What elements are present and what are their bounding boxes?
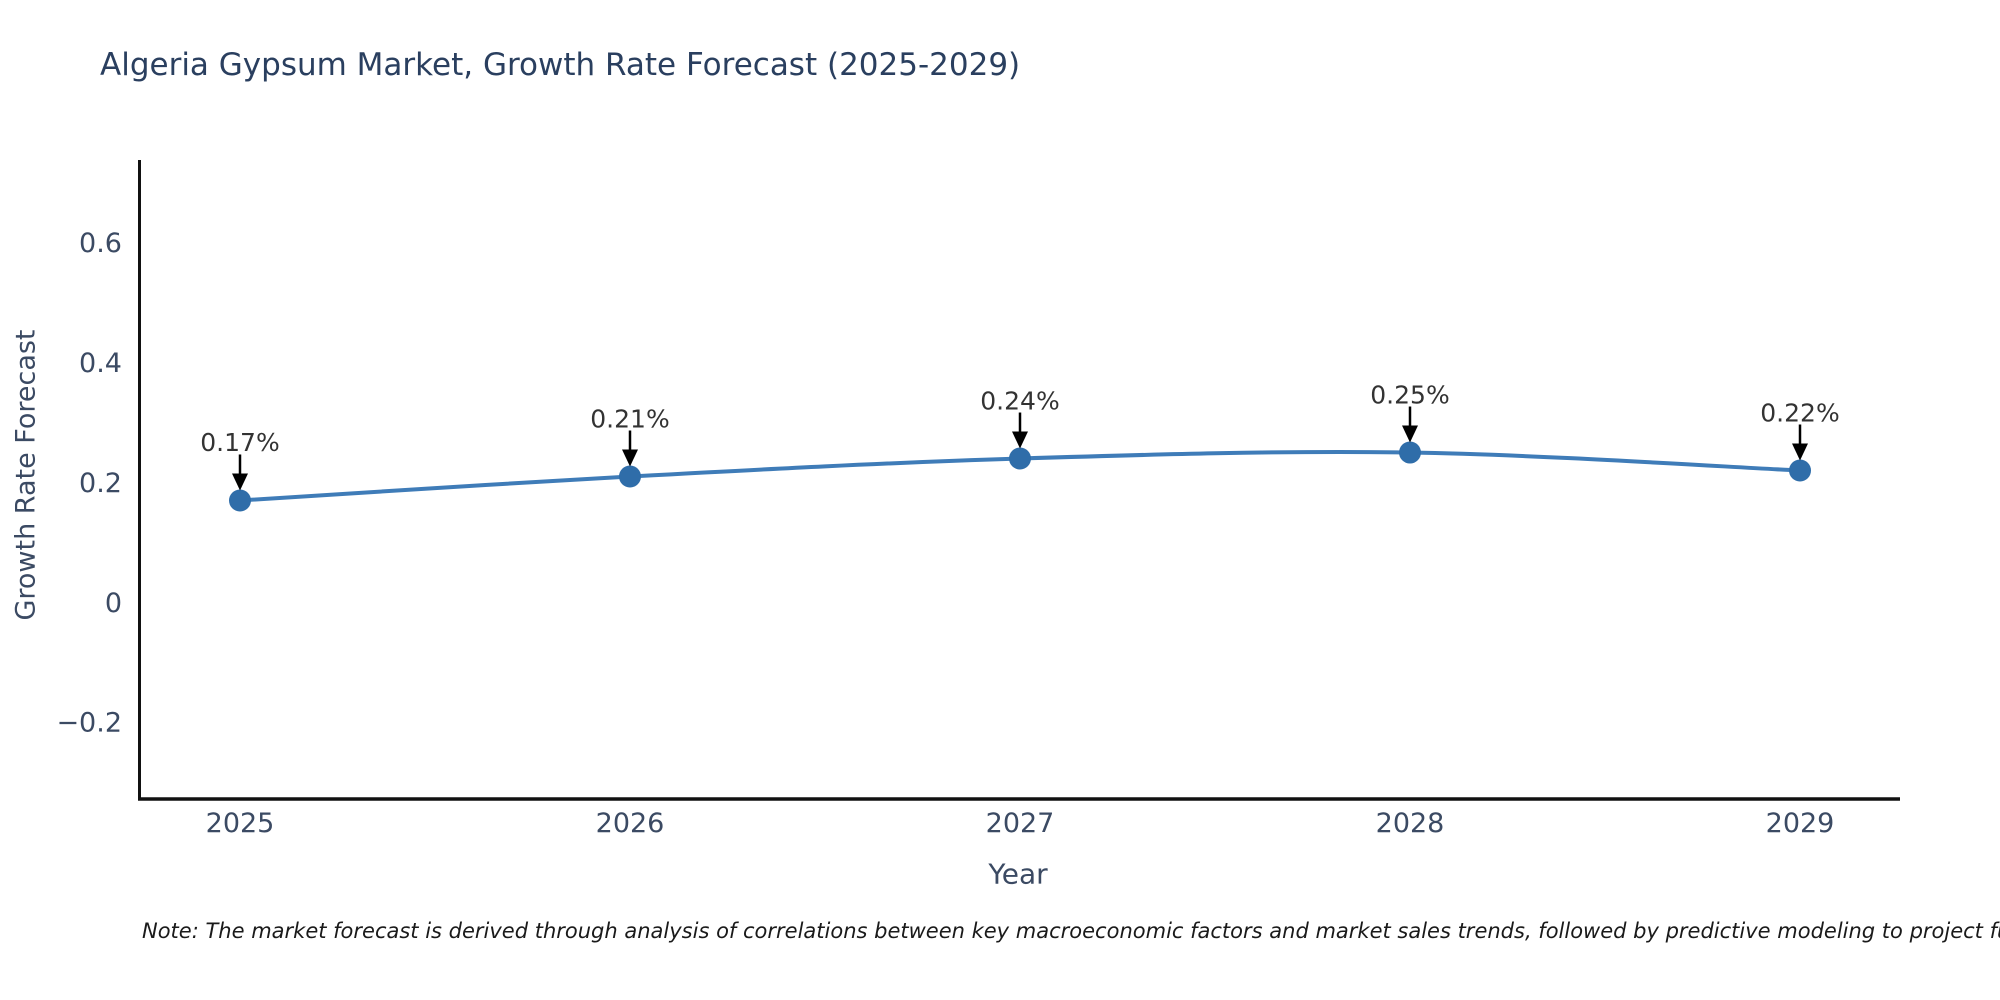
annotation-label: 0.22% <box>1760 398 1839 427</box>
data-point <box>619 465 641 488</box>
annotation-arrow-head <box>1402 425 1418 443</box>
annotation-label: 0.25% <box>1370 380 1449 409</box>
x-axis-title: Year <box>988 857 1048 891</box>
y-tick-label: 0.2 <box>79 468 122 499</box>
data-point <box>229 489 251 512</box>
x-tick-label: 2025 <box>206 808 275 839</box>
x-tick-label: 2026 <box>596 808 665 839</box>
annotation-label: 0.17% <box>200 428 279 457</box>
data-point <box>1009 447 1031 470</box>
chart-footnote: Note: The market forecast is derived thr… <box>142 919 2000 943</box>
x-tick-label: 2027 <box>986 808 1055 839</box>
annotation-arrow-head <box>1792 443 1808 461</box>
y-tick-label: 0.6 <box>79 228 122 259</box>
data-point <box>1789 459 1811 482</box>
y-tick-label: 0 <box>105 588 122 619</box>
annotation-label: 0.21% <box>590 404 669 433</box>
y-tick-label: 0.4 <box>79 348 122 379</box>
data-point <box>1399 441 1421 464</box>
annotation-arrow-head <box>622 449 638 467</box>
annotation-arrow-head <box>1012 431 1028 449</box>
annotation-arrow-head <box>232 473 248 491</box>
x-tick-label: 2029 <box>1766 808 1835 839</box>
annotation-label: 0.24% <box>980 386 1059 415</box>
y-tick-label: −0.2 <box>56 708 122 739</box>
x-tick-label: 2028 <box>1376 808 1445 839</box>
chart-title: Algeria Gypsum Market, Growth Rate Forec… <box>100 47 1021 83</box>
